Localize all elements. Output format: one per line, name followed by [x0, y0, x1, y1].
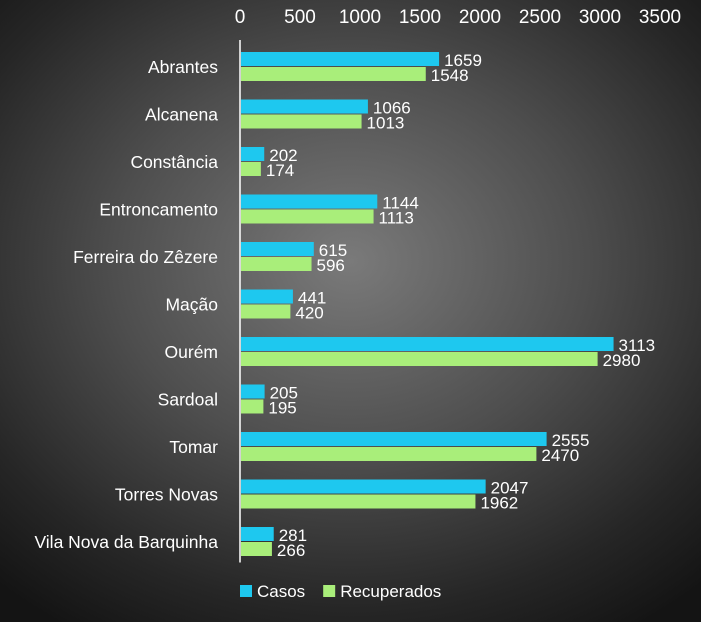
x-tick-label: 1500	[399, 7, 441, 28]
data-label-casos: 1659	[444, 51, 482, 70]
category-label: Ourém	[165, 342, 218, 362]
category-label: Entroncamento	[99, 200, 218, 220]
bar-recuperados	[241, 447, 537, 461]
legend-label-casos: Casos	[257, 582, 305, 601]
data-label-recuperados: 1013	[367, 114, 405, 133]
bar-casos	[241, 384, 265, 399]
legend-label-recuperados: Recuperados	[340, 582, 441, 601]
bar-recuperados	[241, 257, 312, 271]
bar-recuperados	[241, 209, 374, 224]
x-tick-label: 1000	[339, 7, 381, 28]
data-label-casos: 2555	[552, 431, 590, 450]
bar-casos	[241, 147, 265, 161]
category-label: Ferreira do Zêzere	[73, 247, 218, 267]
data-label-recuperados: 266	[277, 541, 305, 560]
data-label-casos: 3113	[619, 336, 656, 355]
category-label: Sardoal	[158, 390, 218, 410]
bar-recuperados	[241, 352, 598, 366]
bar-recuperados	[241, 114, 362, 129]
data-label-recuperados: 1548	[431, 66, 469, 85]
x-tick-label: 3000	[579, 7, 621, 28]
data-label-casos: 441	[298, 289, 326, 308]
bar-recuperados	[241, 494, 476, 509]
x-axis-ticks: 0 500 1000 1500 2000 2500 3000 3500	[235, 7, 681, 28]
data-label-casos: 615	[319, 241, 347, 260]
category-label: Alcanena	[145, 105, 218, 125]
category-label: Abrantes	[148, 57, 218, 77]
x-tick-label: 3500	[639, 7, 681, 28]
x-tick-label: 500	[284, 7, 316, 28]
data-label-casos: 205	[270, 384, 298, 403]
bar-casos	[241, 432, 547, 446]
data-label-recuperados: 1962	[480, 494, 518, 513]
category-labels: Abrantes Alcanena Constância Entroncamento F…	[34, 57, 218, 552]
data-label-recuperados: 174	[266, 161, 294, 180]
legend: Casos Recuperados	[240, 582, 441, 601]
bar-recuperados	[241, 162, 261, 176]
data-label-recuperados: 420	[295, 304, 323, 323]
bar-recuperados	[241, 67, 426, 81]
data-label-recuperados: 1113	[379, 209, 414, 228]
bar-casos	[241, 337, 614, 351]
data-label-recuperados: 195	[268, 399, 296, 418]
bars	[241, 52, 614, 556]
category-label: Mação	[165, 295, 218, 315]
category-label: Constância	[130, 152, 218, 172]
category-label: Tomar	[169, 437, 218, 457]
legend-swatch-casos	[240, 585, 252, 597]
data-label-recuperados: 2980	[603, 351, 641, 370]
bar-casos	[241, 52, 440, 66]
bar-casos	[241, 99, 368, 114]
data-label-casos: 1144	[382, 194, 419, 213]
category-label: Vila Nova da Barquinha	[34, 532, 218, 552]
bar-recuperados	[241, 542, 272, 556]
data-label-casos: 1066	[373, 99, 411, 118]
bar-casos	[241, 289, 293, 304]
data-label-recuperados: 596	[317, 256, 345, 275]
bar-recuperados	[241, 399, 264, 414]
data-label-casos: 202	[269, 146, 297, 165]
data-label-recuperados: 2470	[541, 446, 579, 465]
legend-swatch-recuperados	[323, 585, 336, 597]
x-tick-label: 2500	[519, 7, 561, 28]
x-tick-label: 0	[235, 7, 246, 28]
bar-casos	[241, 527, 274, 541]
bar-casos	[241, 242, 314, 256]
data-label-casos: 281	[279, 526, 307, 545]
bar-casos	[241, 194, 378, 209]
bar-recuperados	[241, 304, 291, 319]
data-label-casos: 2047	[491, 479, 529, 498]
bar-casos	[241, 479, 486, 494]
x-tick-label: 2000	[459, 7, 501, 28]
category-label: Torres Novas	[115, 485, 218, 505]
